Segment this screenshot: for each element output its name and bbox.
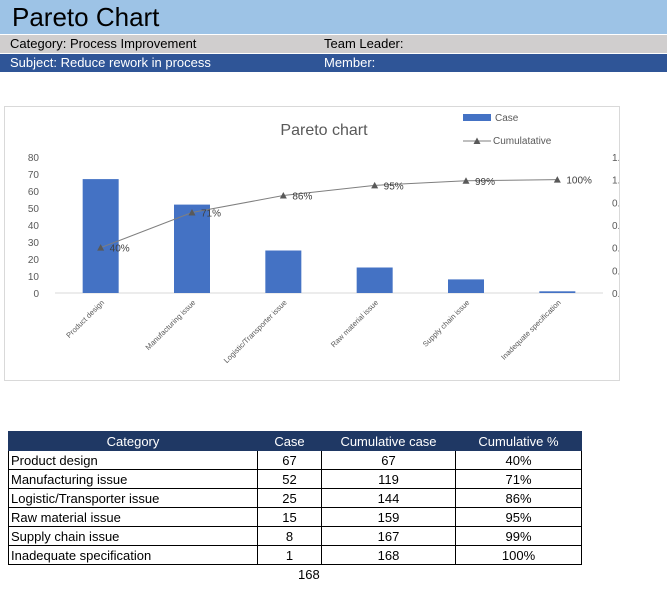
y-right-tick-label: 0.2 (612, 266, 619, 277)
cumulative-point (279, 192, 287, 199)
table-row: Inadequate specification 1 168 100% (8, 545, 582, 565)
cell-cumulative-pct: 71% (455, 469, 582, 489)
table-row: Product design 67 67 40% (8, 450, 582, 470)
cell-case: 67 (257, 450, 322, 470)
cumulative-point (462, 177, 470, 184)
y-right-tick-label: 0.8 (612, 198, 619, 209)
bar (82, 179, 119, 293)
y-right-tick-label: 0.4 (612, 244, 619, 255)
y-right-tick-label: 1.0 (612, 176, 619, 187)
cell-cumulative-case: 67 (321, 450, 456, 470)
bar (448, 279, 484, 293)
cumulative-point (553, 176, 561, 183)
y-right-tick-label: 1.2 (612, 153, 619, 164)
cell-cumulative-case: 168 (321, 545, 456, 565)
header-category: Category (8, 431, 258, 451)
cumulative-data-label: 71% (201, 209, 221, 220)
cell-cumulative-pct: 95% (455, 507, 582, 527)
y-right-tick-label: 0.0 (612, 289, 619, 300)
cell-cumulative-case: 167 (321, 526, 456, 546)
cell-cumulative-pct: 100% (455, 545, 582, 565)
cell-case: 1 (257, 545, 322, 565)
chart-svg: Pareto chart 0 10 20 30 40 50 60 70 80 0.0 0.2 0.4 0.… (28, 113, 619, 365)
bar (356, 267, 393, 293)
x-tick-label: Inadequate specification (499, 298, 563, 362)
total-value: 168 (298, 567, 320, 582)
cell-case: 25 (257, 488, 322, 508)
y-left-tick-label: 0 (33, 289, 39, 300)
table-row: Manufacturing issue 52 119 71% (8, 469, 582, 489)
team-leader-label: Team Leader: (324, 36, 404, 51)
cell-cumulative-pct: 86% (455, 488, 582, 508)
cell-category: Product design (8, 450, 258, 470)
subject-row: Subject: Reduce rework in process Member… (0, 54, 667, 72)
bar (539, 291, 576, 293)
cell-case: 15 (257, 507, 322, 527)
cumulative-data-label: 100% (566, 176, 592, 187)
cell-category: Supply chain issue (8, 526, 258, 546)
y-left-tick-label: 40 (28, 221, 40, 232)
x-tick-label: Logistic/Transporter issue (222, 298, 289, 365)
cumulative-point (371, 181, 379, 189)
table-header-row: Category Case Cumulative case Cumulative… (8, 431, 582, 451)
x-tick-label: Product design (64, 298, 106, 340)
category-label: Category: Process Improvement (10, 36, 197, 51)
chart-title: Pareto chart (280, 122, 368, 139)
y-left-tick-label: 20 (28, 255, 40, 266)
cell-case: 52 (257, 469, 322, 489)
cell-cumulative-pct: 40% (455, 450, 582, 470)
y-left-tick-label: 50 (28, 204, 40, 215)
y-left-tick-label: 60 (28, 187, 40, 198)
legend-label-case: Case (495, 113, 519, 124)
table-row: Supply chain issue 8 167 99% (8, 526, 582, 546)
y-left-tick-label: 80 (28, 153, 40, 164)
subject-label: Subject: Reduce rework in process (10, 55, 211, 70)
cumulative-point (188, 209, 196, 216)
legend-marker-cumulative (473, 137, 481, 144)
category-row: Category: Process Improvement Team Leade… (0, 35, 667, 53)
header-case: Case (257, 431, 322, 451)
cell-category: Manufacturing issue (8, 469, 258, 489)
bar (174, 204, 210, 293)
cumulative-point (97, 244, 105, 251)
cell-cumulative-pct: 99% (455, 526, 582, 546)
cumulative-data-label: 99% (475, 177, 495, 188)
cell-cumulative-case: 144 (321, 488, 456, 508)
cell-category: Raw material issue (8, 507, 258, 527)
x-tick-label: Manufacturing issue (144, 298, 198, 352)
cumulative-data-label: 40% (110, 244, 130, 255)
y-left-tick-label: 30 (28, 238, 40, 249)
table-row: Logistic/Transporter issue 25 144 86% (8, 488, 582, 508)
y-right-tick-label: 0.6 (612, 221, 619, 232)
table-row: Raw material issue 15 159 95% (8, 507, 582, 527)
cumulative-data-label: 86% (292, 192, 312, 203)
cell-category: Inadequate specification (8, 545, 258, 565)
cell-category: Logistic/Transporter issue (8, 488, 258, 508)
cell-cumulative-case: 159 (321, 507, 456, 527)
y-left-tick-label: 70 (28, 170, 40, 181)
y-left-tick-label: 10 (28, 272, 40, 283)
cell-case: 8 (257, 526, 322, 546)
legend-label-cumulative: Cumulatative (493, 136, 552, 147)
x-tick-label: Raw material issue (329, 298, 380, 349)
data-table: Category Case Cumulative case Cumulative… (8, 431, 582, 565)
title-bar: Pareto Chart (0, 0, 667, 34)
cumulative-data-label: 95% (384, 181, 404, 192)
page-title: Pareto Chart (12, 2, 160, 32)
header-cumulative-case: Cumulative case (321, 431, 456, 451)
member-label: Member: (324, 55, 376, 70)
header-cumulative-pct: Cumulative % (455, 431, 582, 451)
cell-cumulative-case: 119 (321, 469, 456, 489)
pareto-chart[interactable]: Pareto chart 0 10 20 30 40 50 60 70 80 0.0 0.2 0.4 0.… (4, 106, 620, 381)
cumulative-line (100, 179, 558, 249)
legend-swatch-case (463, 114, 491, 121)
x-tick-label: Supply chain issue (421, 298, 472, 349)
bar (265, 250, 302, 293)
